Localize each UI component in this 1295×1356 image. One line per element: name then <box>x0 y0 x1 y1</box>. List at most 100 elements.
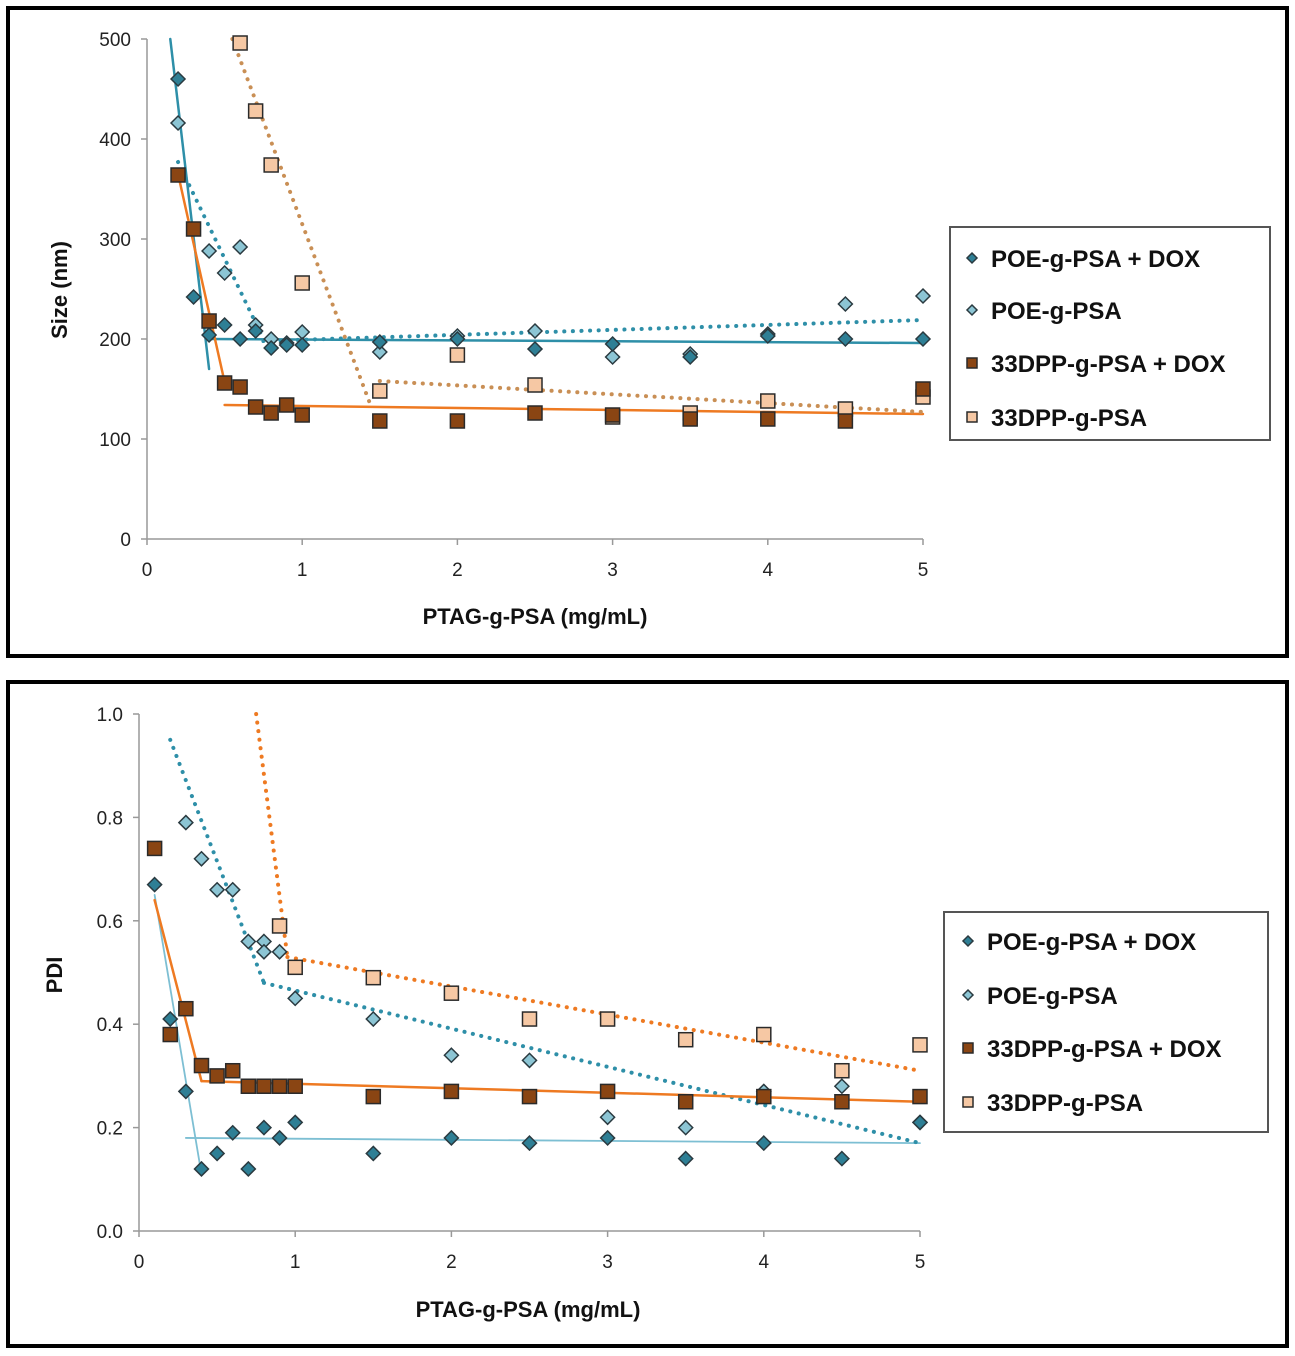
data-point-poe <box>833 1078 850 1095</box>
data-point-poe-dox <box>449 330 466 348</box>
data-point-poe-dox <box>240 1160 257 1178</box>
legend-label-dpp: 33DPP-g-PSA <box>987 1090 1143 1117</box>
pdi-chart-plot-area: 0.0 0.2 0.4 0.6 0.8 1.0 0 1 2 3 4 5 <box>97 705 929 1273</box>
data-point-poe <box>837 295 854 313</box>
y-tick-label: 200 <box>99 330 131 351</box>
x-tick-label: 5 <box>915 1252 926 1273</box>
trendline-dpp-dox <box>223 403 925 416</box>
data-point-poe <box>604 348 621 366</box>
legend-marker-dpp <box>962 1096 974 1108</box>
data-point-dpp <box>599 1011 616 1027</box>
data-point-dpp-dox <box>201 313 217 329</box>
data-point-poe <box>224 881 241 898</box>
legend-marker-poe-dox <box>961 934 975 948</box>
data-point-poe <box>177 814 194 831</box>
trendline-dpp <box>254 712 290 959</box>
data-point-poe-dox <box>677 1150 694 1167</box>
data-point-dpp-dox <box>287 1078 303 1094</box>
trendline-dpp-dox <box>200 1079 922 1103</box>
data-point-poe <box>209 881 226 898</box>
data-point-poe-dox <box>169 70 187 88</box>
y-tick-label: 0 <box>120 530 131 551</box>
data-point-poe-dox <box>521 1135 538 1152</box>
data-point-poe-dox <box>837 330 854 348</box>
data-point-poe-dox <box>162 1010 179 1028</box>
data-point-poe-dox <box>682 348 699 366</box>
data-point-poe-dox <box>193 1160 210 1178</box>
data-point-poe <box>193 850 210 867</box>
data-point-dpp-dox <box>756 1088 772 1105</box>
data-point-poe-dox <box>604 335 621 353</box>
data-point-dpp-dox <box>677 1094 694 1110</box>
legend-label-dpp-dox: 33DPP-g-PSA + DOX <box>991 351 1226 378</box>
y-tick-label: 500 <box>99 30 131 51</box>
legend-label-dpp-dox: 33DPP-g-PSA + DOX <box>987 1036 1222 1063</box>
data-point-dpp <box>756 1026 772 1043</box>
data-point-dpp-dox <box>604 407 621 423</box>
legend-label-poe: POE-g-PSA <box>987 983 1118 1010</box>
data-point-dpp-dox <box>263 405 279 421</box>
size-chart-ylabel: Size (nm) <box>47 241 72 339</box>
data-point-dpp <box>365 969 382 986</box>
data-point-poe <box>169 114 187 132</box>
y-tick-label: 0.6 <box>97 912 123 933</box>
data-point-dpp-dox <box>240 1078 257 1094</box>
data-point-dpp-dox <box>146 840 163 857</box>
y-tick-label: 0.8 <box>97 808 123 829</box>
data-point-dpp-dox <box>185 221 202 237</box>
data-point-dpp-dox <box>193 1057 210 1074</box>
data-point-poe <box>271 943 288 960</box>
data-point-dpp-dox <box>837 413 854 429</box>
legend-marker-poe-dox <box>965 251 979 265</box>
data-point-dpp-dox <box>527 405 543 421</box>
data-point-poe-dox <box>278 336 295 354</box>
trendline-poe-dox <box>184 1137 921 1145</box>
data-point-poe-dox <box>146 876 163 893</box>
y-tick-label: 400 <box>99 130 131 151</box>
data-point-dpp-dox <box>443 1083 460 1100</box>
pdi-chart-xlabel: PTAG-g-PSA (mg/mL) <box>416 1297 641 1322</box>
data-point-poe <box>240 933 257 950</box>
legend-marker-dpp <box>966 411 978 423</box>
data-point-poe <box>255 943 273 960</box>
data-point-dpp-dox <box>278 397 295 413</box>
x-tick-label: 4 <box>763 560 774 581</box>
data-point-poe <box>526 322 544 340</box>
trendline-poe <box>176 160 266 341</box>
data-point-poe-dox <box>294 336 311 354</box>
x-tick-label: 2 <box>446 1252 457 1273</box>
legend-marker-dpp-dox <box>962 1042 974 1054</box>
data-point-dpp-dox <box>912 1088 928 1105</box>
data-point-poe-dox <box>177 1083 194 1100</box>
legend-label-poe-dox: POE-g-PSA + DOX <box>991 246 1200 273</box>
trendline-dpp-dox <box>153 898 203 1083</box>
x-tick-label: 3 <box>607 560 618 581</box>
data-point-dpp <box>760 393 776 409</box>
data-point-dpp <box>834 1062 850 1079</box>
data-point-poe-dox <box>287 1114 304 1131</box>
data-point-poe-dox <box>255 1119 273 1136</box>
data-point-dpp <box>677 1031 694 1048</box>
data-point-dpp-dox <box>365 1088 382 1105</box>
data-point-poe <box>914 287 932 305</box>
data-point-poe-dox <box>911 1114 929 1131</box>
data-point-poe-dox <box>599 1129 616 1147</box>
size-chart-legend: POE-g-PSA + DOX POE-g-PSA 33DPP-g-PSA + … <box>949 226 1271 441</box>
data-point-dpp-dox <box>232 379 248 395</box>
legend-marker-poe <box>965 303 979 317</box>
data-point-poe-dox <box>216 316 233 334</box>
data-point-poe-dox <box>201 326 218 344</box>
data-point-dpp-dox <box>294 407 310 423</box>
data-point-dpp-dox <box>271 1078 288 1094</box>
x-tick-label: 2 <box>452 560 463 581</box>
data-point-poe <box>294 323 311 341</box>
data-point-poe-dox <box>232 330 249 348</box>
legend-marker-poe <box>961 988 975 1002</box>
trendline-poe-dox <box>207 337 925 345</box>
data-point-poe <box>371 343 388 361</box>
pdi-chart-ylabel: PDI <box>42 957 67 994</box>
data-point-dpp <box>271 918 288 934</box>
data-point-poe-dox <box>185 288 202 306</box>
data-point-dpp-dox <box>256 1078 272 1094</box>
x-tick-label: 5 <box>918 560 929 581</box>
